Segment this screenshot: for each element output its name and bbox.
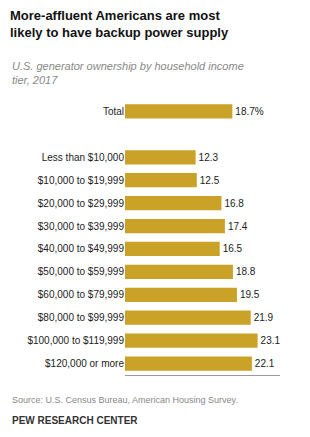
svg-text:21.9: 21.9 [254, 312, 274, 323]
svg-text:Total: Total [103, 106, 124, 117]
svg-text:Source: U.S. Census Bureau, Am: Source: U.S. Census Bureau, American Hou… [12, 395, 238, 405]
svg-text:$80,000 to $99,999: $80,000 to $99,999 [38, 312, 125, 323]
svg-text:23.1: 23.1 [261, 335, 281, 346]
svg-text:$60,000 to $79,999: $60,000 to $79,999 [38, 289, 125, 300]
svg-text:$20,000 to $29,999: $20,000 to $29,999 [38, 198, 125, 209]
svg-text:12.3: 12.3 [199, 152, 219, 163]
svg-text:16.8: 16.8 [224, 198, 244, 209]
svg-text:18.8: 18.8 [236, 266, 256, 277]
svg-text:16.5: 16.5 [223, 243, 243, 254]
svg-text:More-affluent Americans are mo: More-affluent Americans are mostlikely t… [10, 8, 229, 40]
svg-text:$40,000 to $49,999: $40,000 to $49,999 [38, 243, 125, 254]
svg-text:$120,000 or more: $120,000 or more [45, 358, 124, 369]
svg-text:22.1: 22.1 [255, 358, 275, 369]
svg-text:17.4: 17.4 [228, 221, 248, 232]
svg-text:18.7%: 18.7% [235, 106, 263, 117]
svg-text:PEW RESEARCH CENTER: PEW RESEARCH CENTER [12, 415, 138, 426]
svg-text:$30,000 to $39,999: $30,000 to $39,999 [38, 221, 125, 232]
svg-text:$50,000 to $59,999: $50,000 to $59,999 [38, 266, 125, 277]
svg-text:U.S. generator ownership by ho: U.S. generator ownership by household in… [12, 60, 244, 86]
svg-text:Less than $10,000: Less than $10,000 [42, 152, 125, 163]
svg-text:$10,000 to $19,999: $10,000 to $19,999 [38, 175, 125, 186]
svg-text:$100,000 to $119,999: $100,000 to $119,999 [27, 335, 124, 346]
svg-text:19.5: 19.5 [240, 289, 260, 300]
svg-text:12.5: 12.5 [200, 175, 220, 186]
